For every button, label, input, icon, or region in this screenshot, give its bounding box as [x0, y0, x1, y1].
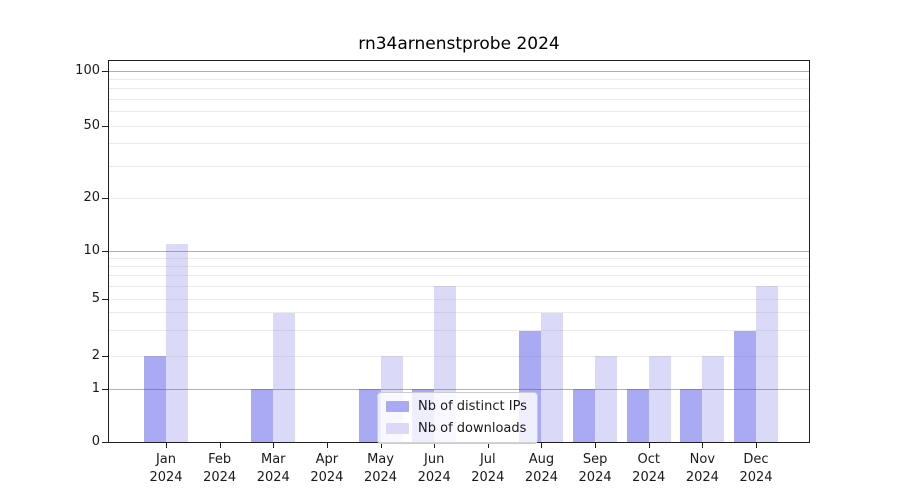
x-tick [541, 443, 543, 448]
x-tick [166, 443, 167, 448]
gridline-80 [109, 88, 809, 90]
bar-downloads-dec [756, 286, 778, 442]
legend: Nb of distinct IPs Nb of downloads [377, 392, 538, 444]
x-tick-label-jul: Jul 2024 [471, 452, 505, 485]
y-tick [102, 198, 108, 199]
gridline-70 [109, 98, 809, 100]
y-tick-label: 1 [91, 381, 100, 396]
x-tick [219, 443, 221, 448]
x-tick-label-jan: Jan 2024 [149, 452, 183, 485]
bar-downloads-sep [595, 356, 618, 442]
x-tick [595, 443, 597, 448]
gridline-20 [109, 197, 809, 199]
gridline-90 [109, 78, 809, 80]
bar-downloads-nov [702, 356, 725, 442]
y-tick [102, 71, 108, 72]
y-tick-label: 20 [83, 190, 100, 205]
gridline-5 [109, 298, 809, 300]
y-tick [102, 442, 108, 443]
y-tick [102, 389, 108, 390]
y-tick-label: 100 [75, 63, 100, 78]
bar-downloads-mar [273, 312, 296, 442]
x-tick [648, 443, 650, 448]
gridline-9 [109, 257, 809, 259]
x-tick [756, 443, 757, 448]
gridline-7 [109, 275, 809, 277]
x-tick [380, 443, 382, 448]
gridline-50 [109, 125, 809, 127]
gridline-4 [109, 312, 809, 314]
legend-label-distinct-ips: Nb of distinct IPs [418, 399, 527, 414]
gridline-30 [109, 165, 809, 167]
bar-distinct-ips-may [358, 389, 381, 442]
chart-title: rn34arnenstprobe 2024 [358, 34, 560, 54]
x-tick-label-oct: Oct 2024 [632, 452, 666, 485]
plot-area: Nb of distinct IPs Nb of downloads [102, 60, 810, 448]
x-tick-label-jun: Jun 2024 [417, 452, 451, 485]
legend-swatch-distinct-ips-icon [386, 401, 409, 412]
gridline-40 [109, 143, 809, 145]
bar-distinct-ips-sep [573, 389, 596, 442]
gridline-8 [109, 265, 809, 267]
y-tick [102, 299, 108, 300]
x-tick-label-nov: Nov 2024 [685, 452, 719, 485]
y-tick-label: 10 [83, 243, 100, 258]
x-tick [273, 443, 275, 448]
x-tick-label-sep: Sep 2024 [578, 452, 612, 485]
gridline-2 [109, 355, 809, 357]
x-tick [487, 443, 489, 448]
x-tick [326, 443, 328, 448]
x-tick-label-feb: Feb 2024 [203, 452, 237, 485]
bar-downloads-aug [541, 312, 564, 442]
gridline-100 [109, 70, 809, 72]
x-tick [434, 443, 436, 448]
y-tick [102, 251, 108, 252]
gridline-6 [109, 285, 809, 287]
x-tick-label-may: May 2024 [363, 452, 398, 485]
gridline-3 [109, 330, 809, 332]
y-tick [102, 356, 108, 357]
y-tick-label: 0 [91, 434, 100, 449]
legend-item-downloads: Nb of downloads [386, 421, 527, 436]
bar-downloads-jan [166, 243, 188, 442]
legend-item-distinct-ips: Nb of distinct IPs [386, 399, 527, 414]
x-axis-labels: Jan 2024 Feb 2024 Mar 2024 Apr 2024 May 2024… [109, 451, 809, 493]
x-tick-label-aug: Aug 2024 [524, 452, 558, 485]
bar-distinct-ips-jan [144, 356, 166, 442]
legend-label-downloads: Nb of downloads [418, 421, 527, 436]
y-tick-label: 50 [83, 118, 100, 133]
y-tick-label: 2 [91, 348, 100, 363]
bar-distinct-ips-oct [626, 389, 649, 442]
bar-downloads-oct [648, 356, 671, 442]
y-axis-labels: 0 1 2 5 10 20 50 100 [0, 61, 108, 449]
gridline-1 [109, 388, 809, 390]
y-tick [102, 126, 108, 127]
legend-swatch-downloads-icon [386, 423, 409, 434]
x-tick-label-mar: Mar 2024 [256, 452, 290, 485]
x-tick [702, 443, 704, 448]
bar-distinct-ips-dec [734, 330, 756, 442]
gridline-10 [109, 250, 809, 252]
bar-distinct-ips-nov [680, 389, 703, 442]
y-tick-label: 5 [91, 291, 100, 306]
gridline-60 [109, 111, 809, 113]
x-tick-label-dec: Dec 2024 [739, 452, 773, 485]
x-tick-label-apr: Apr 2024 [310, 452, 344, 485]
bar-distinct-ips-mar [251, 389, 274, 442]
